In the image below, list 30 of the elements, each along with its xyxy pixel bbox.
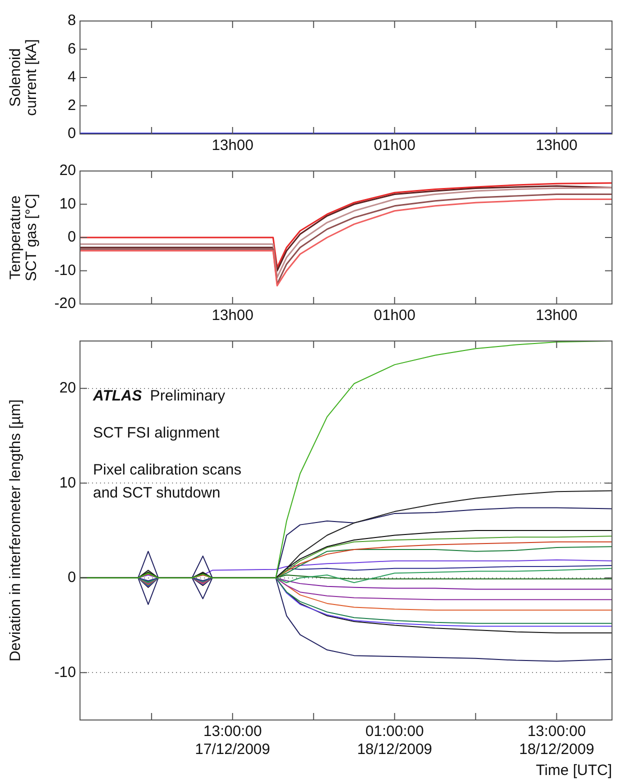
x-tick-label: 13:00:00 18/12/2009 xyxy=(519,723,594,758)
y-tick-label: -10 xyxy=(54,262,76,279)
x-tick-label: 01h00 xyxy=(374,307,416,324)
y-axis-title: Temperature SCT gas [°C] xyxy=(7,194,40,282)
x-tick-label: 13h00 xyxy=(536,307,578,324)
y-tick-label: 10 xyxy=(59,474,76,492)
annotation: Pixel calibration scans and SCT shutdown xyxy=(93,462,242,502)
y-tick-label: 8 xyxy=(68,12,76,30)
y-tick-label: 0 xyxy=(68,228,76,246)
y-tick-label: -20 xyxy=(54,295,76,312)
x-tick-label: 01:00:00 18/12/2009 xyxy=(357,723,432,758)
x-tick-label: 13h00 xyxy=(536,137,578,154)
y-axis-title: Deviation in interferometer lengths [µm] xyxy=(7,399,24,662)
y-tick-label: 0 xyxy=(68,125,76,142)
annotation: ATLAS Preliminary xyxy=(92,388,226,405)
x-tick-label: 01h00 xyxy=(374,137,416,154)
y-tick-label: -10 xyxy=(54,664,76,681)
x-tick-label: 13:00:00 17/12/2009 xyxy=(195,723,270,758)
y-axis-title: Solenoid current [kA] xyxy=(7,39,40,116)
y-tick-label: 2 xyxy=(68,96,76,114)
y-tick-label: 10 xyxy=(59,195,76,212)
x-tick-label: 13h00 xyxy=(212,137,254,154)
x-tick-label: 13h00 xyxy=(212,307,254,324)
y-tick-label: 0 xyxy=(68,569,76,586)
x-axis-title: Time [UTC] xyxy=(536,762,612,779)
y-tick-label: 4 xyxy=(68,68,76,86)
y-tick-label: 20 xyxy=(59,162,76,180)
y-tick-label: 20 xyxy=(59,380,76,397)
annotation: SCT FSI alignment xyxy=(93,424,220,442)
y-tick-label: 6 xyxy=(68,40,76,58)
